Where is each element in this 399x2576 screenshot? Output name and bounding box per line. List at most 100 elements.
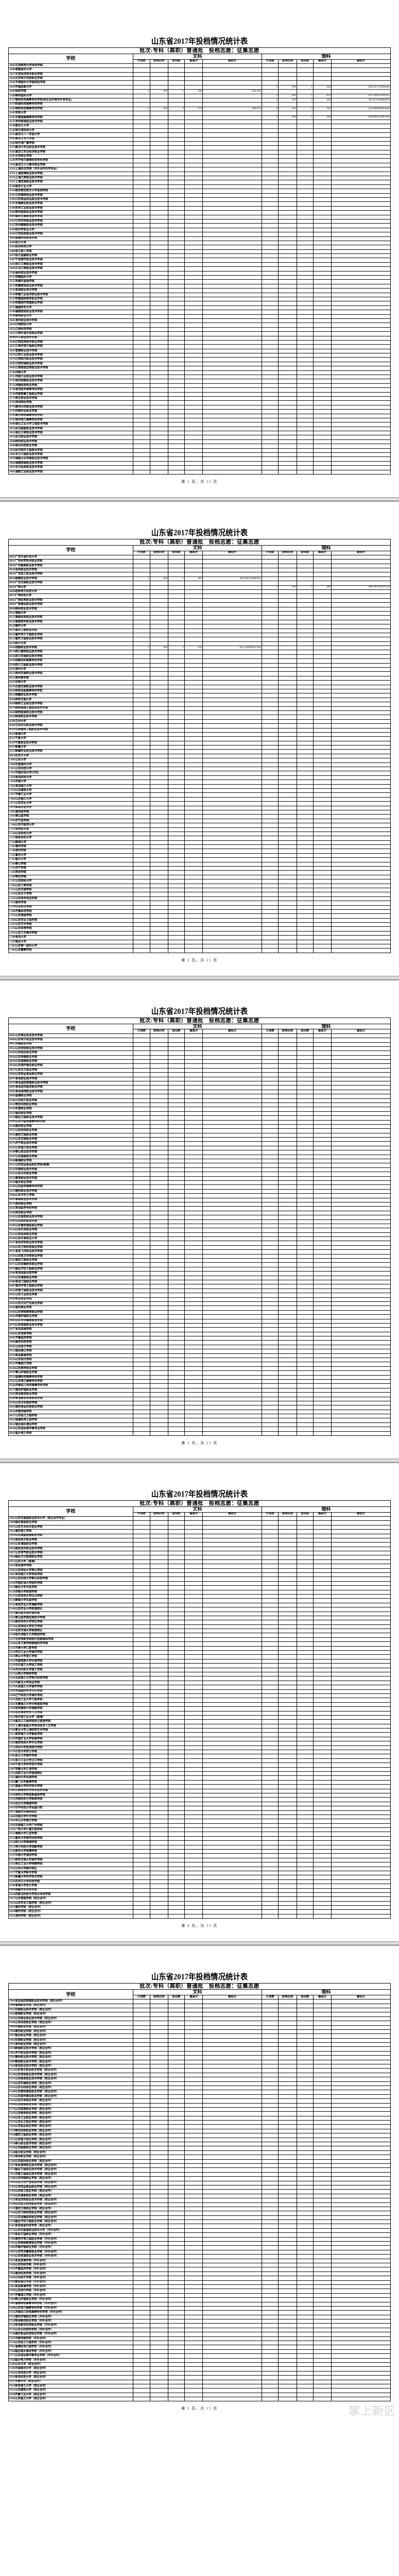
wenke-ratio-cell bbox=[149, 1366, 168, 1371]
wenke-plan-cell bbox=[133, 1585, 150, 1590]
like-lowest-cell bbox=[331, 1042, 391, 1047]
table-row: E127山东师范大学历山学院 bbox=[8, 1594, 391, 1599]
wenke-plan-cell bbox=[133, 784, 150, 789]
like-highest-cell bbox=[313, 357, 332, 362]
school-name-cell: F218潍坊工程职业学院（校企合作） bbox=[8, 2133, 134, 2138]
table-row: D568济南幼儿师范高等专科学校 bbox=[8, 1383, 391, 1388]
wenke-plan-cell bbox=[133, 827, 150, 832]
wenke-lowest-cell bbox=[202, 1033, 262, 1039]
wenke-lowest-cell bbox=[202, 2046, 262, 2052]
wenke-ratio-cell bbox=[149, 702, 168, 707]
wenke-lowest-cell bbox=[202, 1336, 262, 1341]
wenke-plan-cell bbox=[133, 1318, 150, 1324]
like-ratio-cell bbox=[278, 818, 297, 824]
like-ratio-cell bbox=[278, 1564, 297, 1569]
wenke-plan-cell bbox=[133, 840, 150, 845]
wenke-admitted-cell bbox=[167, 1896, 185, 1902]
wenke-admitted-cell bbox=[167, 1637, 185, 1642]
like-admitted-cell bbox=[296, 606, 314, 612]
like-admitted-cell bbox=[296, 1728, 314, 1733]
wenke-ratio-cell bbox=[149, 1819, 168, 1824]
wenke-plan-cell bbox=[133, 1913, 150, 1919]
wenke-admitted-cell bbox=[167, 223, 185, 228]
wenke-highest-cell bbox=[184, 1840, 203, 1845]
wenke-ratio-cell bbox=[149, 1375, 168, 1380]
like-admitted-cell bbox=[296, 1236, 314, 1242]
like-ratio-cell bbox=[278, 2115, 297, 2121]
wenke-lowest-cell bbox=[202, 1719, 262, 1724]
wenke-admitted-cell bbox=[167, 1750, 185, 1755]
table-row: F176山东旅游职业学院（校企合作） bbox=[8, 2107, 391, 2112]
wenke-highest-cell bbox=[184, 201, 203, 207]
wenke-highest-cell bbox=[184, 2077, 203, 2082]
wenke-lowest-cell bbox=[202, 1736, 262, 1742]
school-name-cell: C134聊城大学 bbox=[8, 840, 134, 845]
school-name-cell: F085济宁职业技术学院（校企合作） bbox=[8, 2050, 134, 2056]
like-admitted-cell bbox=[296, 1698, 314, 1703]
table-row: A436江苏经贸职业技术学院 bbox=[8, 232, 391, 237]
wenke-plan-cell bbox=[133, 1405, 150, 1410]
like-highest-cell bbox=[313, 1788, 332, 1793]
school-name-cell: D302山东胜利职业学院 bbox=[8, 1219, 134, 1224]
like-lowest-cell bbox=[331, 887, 391, 893]
like-highest-cell bbox=[313, 1362, 332, 1367]
like-lowest-cell bbox=[331, 400, 391, 405]
school-name-cell: A395无锡商业职业技术学院 bbox=[8, 201, 134, 207]
wenke-admitted-cell bbox=[167, 1098, 185, 1103]
wenke-highest-cell bbox=[184, 2107, 203, 2112]
wenke-plan-cell bbox=[133, 1293, 150, 1298]
school-name-cell: D533齐鲁理工学院 bbox=[8, 1362, 134, 1367]
like-lowest-cell bbox=[331, 288, 391, 293]
like-ratio-cell bbox=[278, 745, 297, 750]
wenke-ratio-cell bbox=[149, 2046, 168, 2052]
wenke-highest-cell bbox=[184, 1607, 203, 1612]
like-admitted-cell bbox=[296, 857, 314, 862]
wenke-admitted-cell bbox=[167, 1814, 185, 1820]
table-row: D211山东药品食品职业学院(威海) bbox=[8, 1163, 391, 1168]
school-name-cell: B182四川交通职业技术学院 bbox=[8, 654, 134, 659]
like-lowest-cell bbox=[331, 1810, 391, 1815]
like-lowest-cell bbox=[331, 818, 391, 824]
like-highest-cell bbox=[313, 80, 332, 86]
table-row: E232中国地质大学长城学院 bbox=[8, 1658, 391, 1664]
wenke-ratio-cell bbox=[149, 84, 168, 90]
wenke-ratio-cell bbox=[149, 1520, 168, 1526]
like-admitted-cell bbox=[296, 589, 314, 595]
like-ratio-cell bbox=[278, 602, 297, 607]
wenke-plan-cell bbox=[133, 723, 150, 728]
table-row: E134聊城大学东昌学院 bbox=[8, 1598, 391, 1603]
like-ratio-cell bbox=[278, 1719, 297, 1724]
wenke-lowest-cell bbox=[202, 866, 262, 871]
wenke-ratio-cell bbox=[149, 141, 168, 146]
like-highest-cell bbox=[313, 930, 332, 936]
wenke-plan-cell bbox=[133, 909, 150, 914]
wenke-ratio-cell bbox=[149, 1810, 168, 1815]
like-lowest-cell bbox=[331, 1293, 391, 1298]
wenke-admitted-cell bbox=[167, 585, 185, 590]
table-row: F204山东铝业职业学院（校企合作） bbox=[8, 2124, 391, 2129]
school-name-cell: F127山东信息职业技术学院（校企合作） bbox=[8, 2077, 134, 2082]
like-plan-cell bbox=[261, 1132, 279, 1138]
like-plan-cell bbox=[261, 1055, 279, 1060]
wenke-ratio-cell bbox=[149, 2081, 168, 2086]
wenke-admitted-cell bbox=[167, 1275, 185, 1281]
wenke-lowest-cell bbox=[202, 767, 262, 772]
wenke-highest-cell bbox=[184, 1197, 203, 1202]
like-lowest-cell bbox=[331, 1197, 391, 1202]
wenke-lowest-cell bbox=[202, 1163, 262, 1168]
like-plan-cell bbox=[261, 327, 279, 332]
column-header-like-4: 最低分 bbox=[331, 550, 391, 555]
like-highest-cell bbox=[313, 1762, 332, 1768]
wenke-highest-cell bbox=[184, 1306, 203, 1311]
wenke-admitted-cell bbox=[167, 1193, 185, 1198]
school-name-cell: A640九江职业技术学院 bbox=[8, 335, 134, 341]
wenke-admitted-cell bbox=[167, 344, 185, 349]
wenke-highest-cell bbox=[184, 1542, 203, 1547]
like-plan-cell bbox=[261, 417, 279, 423]
school-name-cell: F008淄博职业学院（校企合作） bbox=[8, 2003, 134, 2008]
like-plan-cell bbox=[261, 918, 279, 923]
column-header-wenke-0: 计划数 bbox=[133, 59, 150, 64]
like-ratio-cell bbox=[278, 1901, 297, 1906]
wenke-plan-cell bbox=[133, 292, 150, 298]
like-highest-cell bbox=[313, 1706, 332, 1711]
